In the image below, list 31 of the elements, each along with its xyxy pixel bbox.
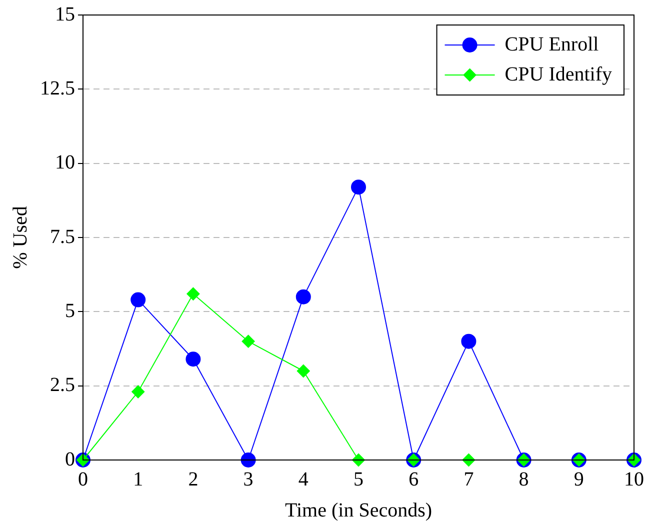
y-tick-label: 5: [65, 300, 75, 322]
x-tick-label: 9: [574, 468, 584, 490]
legend-label: CPU Enroll: [504, 33, 600, 56]
x-tick-label: 7: [464, 468, 474, 490]
legend-label: CPU Identify: [504, 63, 612, 86]
y-tick-label: 2.5: [50, 374, 75, 396]
x-tick-label: 6: [408, 468, 419, 490]
y-tick-label: 0: [65, 448, 75, 470]
x-tick-label: 5: [354, 468, 364, 490]
y-tick-label: 7.5: [50, 226, 75, 248]
x-tick-label: 10: [624, 468, 644, 490]
point: [132, 385, 145, 398]
point: [351, 180, 366, 195]
point: [296, 289, 311, 304]
x-tick-label: 8: [518, 468, 529, 490]
point: [186, 287, 200, 300]
point: [240, 452, 256, 468]
point: [461, 334, 476, 349]
point: [130, 292, 146, 308]
y-tick-label: 10: [55, 152, 75, 174]
y-tick-label: 12.5: [40, 77, 75, 100]
x-tick-label: 3: [243, 468, 254, 490]
x-tick-label: 4: [298, 468, 308, 490]
y-tick-label: 15: [55, 3, 75, 26]
point: [242, 334, 255, 348]
x-axis-title: Time (in Seconds): [284, 499, 432, 522]
y-axis-title: % Used: [9, 206, 32, 269]
point: [186, 352, 201, 367]
x-tick-label: 1: [133, 468, 144, 490]
point: [296, 364, 310, 378]
x-tick-label: 2: [188, 468, 198, 490]
